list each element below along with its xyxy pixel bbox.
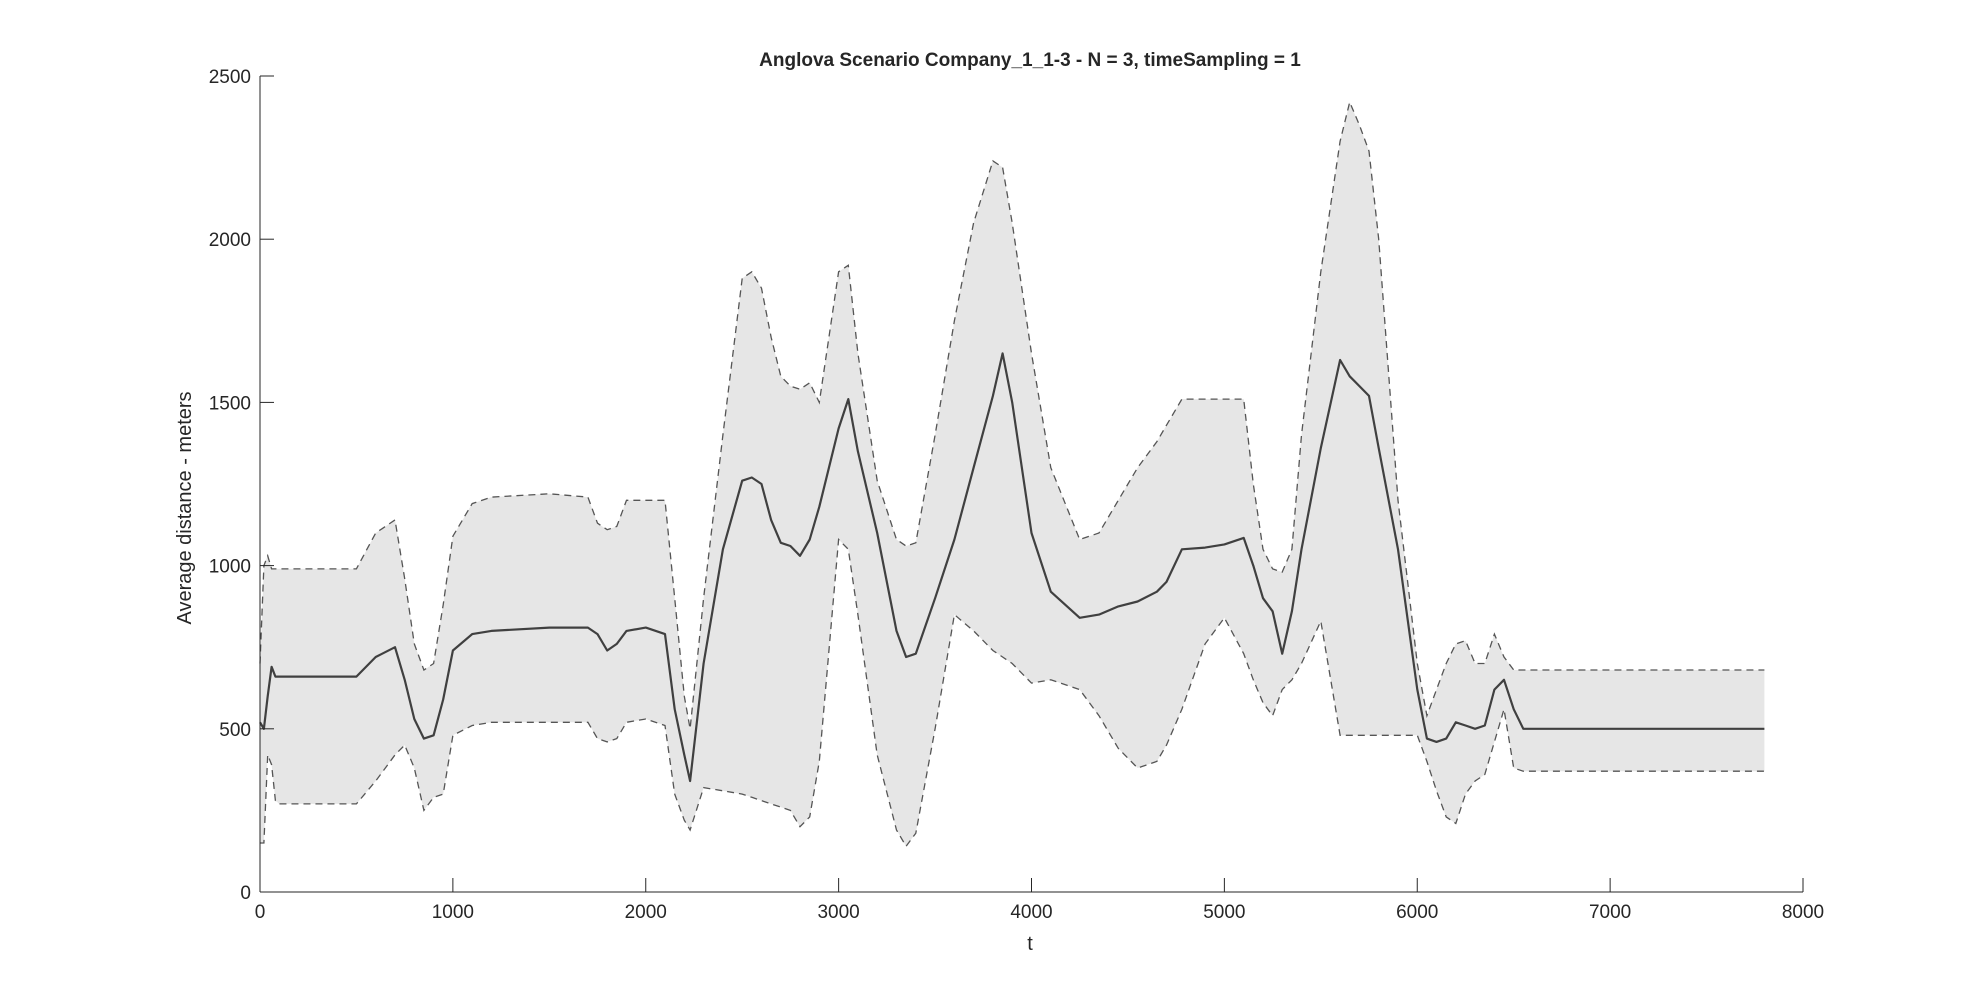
band-fill — [260, 102, 1765, 847]
upper-bound-line — [259, 100, 1765, 729]
mean-line — [259, 352, 1765, 783]
x-tick-label: 2000 — [625, 902, 667, 923]
x-tick-label: 1000 — [432, 902, 474, 923]
y-tick-label: 2500 — [209, 67, 251, 88]
y-tick-label: 500 — [219, 720, 251, 741]
series-lines — [259, 100, 1765, 848]
x-tick-label: 7000 — [1589, 902, 1631, 923]
y-tick-label: 1000 — [209, 557, 251, 578]
y-tick-label: 1500 — [209, 393, 251, 414]
x-tick-label: 0 — [255, 902, 266, 923]
y-axis-label: Average distance - meters — [174, 391, 196, 624]
chart-title: Anglova Scenario Company_1_1-3 - N = 3, … — [759, 50, 1301, 71]
axes: 0 1000 2000 3000 4000 5000 6000 7000 8000 0 500 100… — [209, 67, 1824, 923]
y-tick-label: 0 — [240, 883, 251, 904]
confidence-band — [260, 102, 1765, 847]
x-axis-label: t — [1027, 933, 1033, 955]
x-tick-label: 4000 — [1010, 902, 1052, 923]
x-tick-label: 6000 — [1396, 902, 1438, 923]
y-tick-label: 2000 — [209, 230, 251, 251]
lower-bound-line — [260, 538, 1765, 848]
x-tick-label: 8000 — [1782, 902, 1824, 923]
x-tick-label: 5000 — [1203, 902, 1245, 923]
x-tick-label: 3000 — [817, 902, 859, 923]
